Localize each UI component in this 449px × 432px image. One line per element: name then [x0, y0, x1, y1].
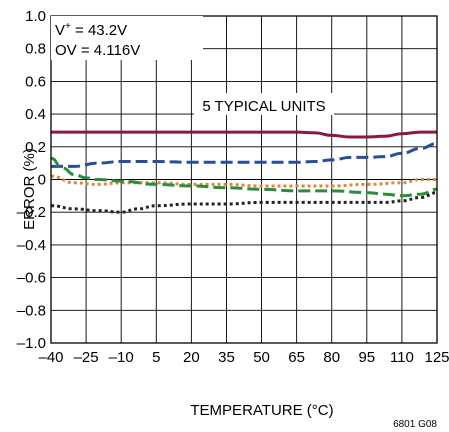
- series-line-3: [50, 174, 437, 188]
- y-axis-title: ERROR (%): [21, 148, 38, 230]
- y-tick-label: 0.6: [25, 73, 46, 90]
- figure-code: 6801 G08: [393, 419, 437, 430]
- series-line-4: [50, 156, 438, 198]
- y-tick-label: 0: [38, 172, 46, 189]
- x-tick-label: 80: [323, 349, 340, 366]
- x-tick-label: 5: [152, 349, 160, 366]
- y-tick-labels: 1.0 0.8 0.6 0.4 0.2 0 –0.2 –0.4 –0.6 –0.8 –1.0: [17, 8, 46, 352]
- grid: [50, 15, 438, 344]
- supply-voltage-superscript: +: [65, 21, 71, 32]
- x-tick-label: –10: [109, 349, 134, 366]
- x-tick-label: 35: [218, 349, 235, 366]
- x-tick-label: 50: [253, 349, 270, 366]
- x-tick-label: 20: [183, 349, 200, 366]
- y-tick-label: –1.0: [17, 335, 46, 352]
- y-tick-label: –0.4: [17, 237, 46, 254]
- y-tick-label: –0.2: [17, 204, 46, 221]
- x-axis-title: TEMPERATURE (°C): [190, 402, 333, 419]
- series-line-2: [51, 142, 438, 168]
- x-tick-label: 65: [288, 349, 305, 366]
- x-tick-label: –25: [74, 349, 99, 366]
- y-tick-label: 0.4: [25, 106, 46, 123]
- x-tick-labels: –40 –25 –10 5 20 35 50 65 80 95 110 125: [38, 349, 449, 366]
- typical-units-note: 5 TYPICAL UNITS: [202, 98, 325, 115]
- units-note-bg: [194, 93, 334, 115]
- plot-frame: [50, 15, 438, 344]
- y-tick-label: 0.8: [25, 41, 46, 58]
- supply-voltage-note: V+ = 43.2V: [55, 21, 127, 39]
- y-tick-label: –0.6: [17, 270, 46, 287]
- x-tick-label: 110: [390, 349, 414, 366]
- x-tick-label: 125: [424, 349, 449, 366]
- y-tick-label: 1.0: [25, 8, 46, 25]
- x-tick-label: 95: [358, 349, 375, 366]
- y-tick-label: 0.2: [25, 139, 46, 156]
- x-tick-label: –40: [38, 349, 63, 366]
- y-tick-label: –0.8: [17, 302, 46, 319]
- annotation-box: [51, 16, 203, 60]
- series-line-5: [50, 191, 438, 214]
- series-line-1: [51, 130, 437, 139]
- ov-threshold-note: OV = 4.116V: [55, 42, 140, 59]
- series-layer: [50, 130, 438, 214]
